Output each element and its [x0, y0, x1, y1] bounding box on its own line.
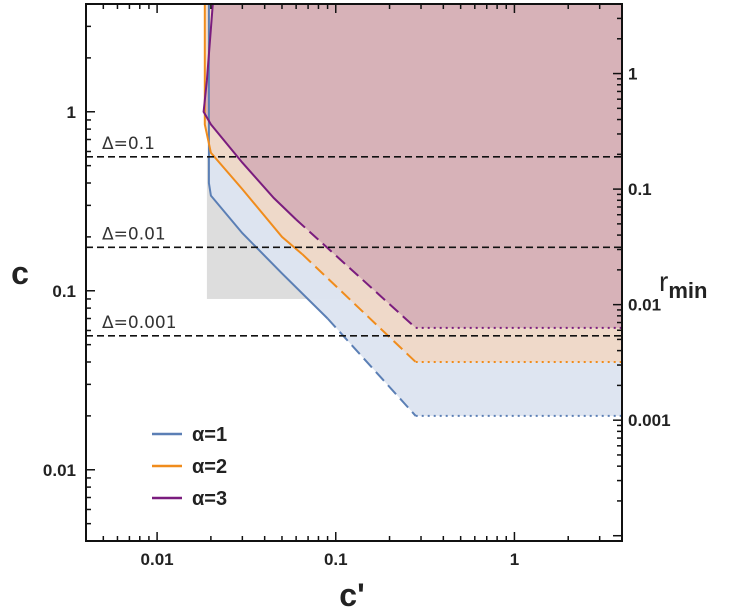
series-line-dashed-2 — [301, 253, 417, 363]
x-tick-label-1: 0.1 — [324, 550, 348, 569]
right-axis-title-main: r — [659, 266, 668, 297]
plot-content — [86, 4, 622, 417]
plot-frame — [85, 3, 623, 542]
threshold-label-3: Δ=0.001 — [102, 313, 177, 333]
threshold-label-1: Δ=0.1 — [102, 134, 155, 154]
legend-label-2: α=2 — [192, 456, 227, 478]
y-tick-label-1: 0.1 — [52, 282, 76, 301]
series-line-dashed-3 — [295, 218, 417, 329]
series-line-dashed-1 — [326, 317, 417, 417]
x-axis-title: c' — [339, 577, 364, 613]
series-line-solid-1 — [207, 4, 329, 320]
threshold-label-2: Δ=0.01 — [102, 224, 166, 244]
y-tick-label-2: 1 — [67, 103, 76, 122]
right-tick-label-1: 0.1 — [628, 180, 652, 199]
right-tick-label-0: 1 — [628, 65, 637, 84]
right-tick-label-3: 0.001 — [628, 411, 671, 430]
right-axis-title: rmin — [659, 266, 707, 303]
right-tick-label-2: 0.01 — [628, 296, 661, 315]
right-axis-title-sub: min — [668, 278, 707, 303]
plot-area: Δ=0.1 Δ=0.01 Δ=0.001 0.01 0.1 1 0.01 0.1 1 1 0.1 0.… — [43, 3, 671, 569]
y-tick-label-0: 0.01 — [43, 461, 76, 480]
y-axis-title: c — [11, 255, 29, 291]
legend-label-3: α=3 — [192, 488, 227, 510]
legend-label-1: α=1 — [192, 424, 227, 446]
x-tick-label-2: 1 — [510, 550, 519, 569]
series-line-solid-3 — [202, 4, 297, 221]
x-tick-label-0: 0.01 — [141, 550, 174, 569]
